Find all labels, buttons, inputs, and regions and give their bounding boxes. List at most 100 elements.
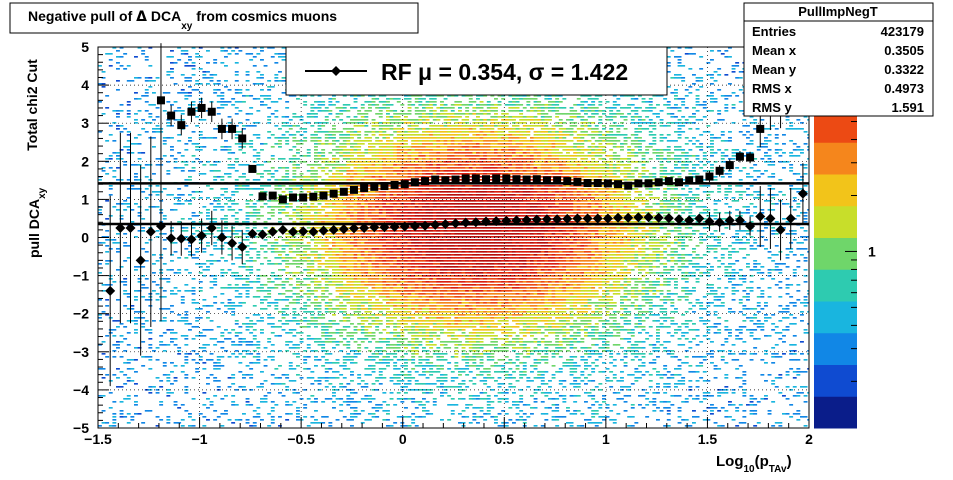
heatmap-cell xyxy=(335,419,340,421)
heatmap-cell xyxy=(303,221,308,223)
heatmap-cell xyxy=(422,155,426,157)
heatmap-cell xyxy=(389,218,394,220)
heatmap-cell xyxy=(400,167,405,169)
heatmap-cell xyxy=(342,167,347,169)
heatmap-cell xyxy=(278,179,282,181)
heatmap-cell xyxy=(357,146,362,148)
heatmap-cell xyxy=(382,206,387,208)
heatmap-cell xyxy=(119,410,124,412)
heatmap-cell xyxy=(371,269,376,271)
heatmap-cell xyxy=(389,215,394,217)
heatmap-cell xyxy=(418,215,423,217)
heatmap-cell xyxy=(360,341,365,343)
heatmap-cell xyxy=(378,305,383,307)
heatmap-cell xyxy=(238,209,243,211)
heatmap-cell xyxy=(324,251,329,253)
heatmap-cell xyxy=(342,158,347,160)
heatmap-cell xyxy=(314,350,318,352)
heatmap-cell xyxy=(252,149,257,151)
heatmap-cell xyxy=(382,167,387,169)
heatmap-cell xyxy=(231,311,236,313)
heatmap-cell xyxy=(191,89,196,91)
heatmap-cell xyxy=(418,317,423,319)
heatmap-cell xyxy=(422,308,426,310)
heatmap-cell xyxy=(263,365,268,367)
heatmap-cell xyxy=(270,155,275,157)
heatmap-cell xyxy=(386,215,390,217)
heatmap-cell xyxy=(170,71,174,73)
heatmap-cell xyxy=(342,197,347,199)
heatmap-cell xyxy=(321,293,326,295)
heatmap-cell xyxy=(404,254,408,256)
heatmap-cell xyxy=(353,308,358,310)
heatmap-cell xyxy=(281,176,286,178)
heatmap-cell xyxy=(195,89,200,91)
heatmap-cell xyxy=(382,131,387,133)
heatmap-cell xyxy=(400,359,405,361)
heatmap-cell xyxy=(364,254,369,256)
heatmap-cell xyxy=(382,410,387,412)
heatmap-cell xyxy=(116,326,120,328)
heatmap-cell xyxy=(332,125,336,127)
heatmap-cell xyxy=(339,305,344,307)
heatmap-cell xyxy=(339,218,344,220)
heatmap-cell xyxy=(396,122,401,124)
heatmap-cell xyxy=(324,284,329,286)
heatmap-cell xyxy=(249,323,254,325)
heatmap-cell xyxy=(281,293,286,295)
heatmap-cell xyxy=(270,407,275,409)
heatmap-cell xyxy=(371,215,376,217)
heatmap-cell xyxy=(155,377,160,379)
heatmap-cell xyxy=(371,335,376,337)
heatmap-cell xyxy=(306,344,311,346)
heatmap-cell xyxy=(400,122,405,124)
heatmap-cell xyxy=(123,398,128,400)
heatmap-cell xyxy=(346,158,351,160)
heatmap-cell xyxy=(350,137,354,139)
heatmap-cell xyxy=(202,392,207,394)
heatmap-cell xyxy=(209,287,214,289)
heatmap-cell xyxy=(195,158,200,160)
heatmap-cell xyxy=(389,179,394,181)
heatmap-cell xyxy=(173,344,178,346)
heatmap-cell xyxy=(278,137,282,139)
heatmap-cell xyxy=(252,350,257,352)
heatmap-cell xyxy=(184,353,189,355)
heatmap-cell xyxy=(389,143,394,145)
heatmap-cell xyxy=(123,68,128,70)
heatmap-cell xyxy=(288,251,293,253)
heatmap-cell xyxy=(339,221,344,223)
heatmap-cell xyxy=(411,323,416,325)
heatmap-cell xyxy=(314,143,318,145)
heatmap-cell xyxy=(386,338,390,340)
heatmap-cell xyxy=(357,218,362,220)
heatmap-cell xyxy=(378,263,383,265)
heatmap-cell xyxy=(389,176,394,178)
heatmap-cell xyxy=(422,107,426,109)
heatmap-cell xyxy=(357,173,362,175)
heatmap-cell xyxy=(382,134,387,136)
heatmap-cell xyxy=(166,281,171,283)
heatmap-cell xyxy=(353,329,358,331)
heatmap-cell xyxy=(378,374,383,376)
heatmap-cell xyxy=(198,83,203,85)
heatmap-cell xyxy=(206,230,210,232)
heatmap-cell xyxy=(425,152,430,154)
heatmap-cell xyxy=(393,191,398,193)
heatmap-cell xyxy=(346,239,351,241)
heatmap-cell xyxy=(321,296,326,298)
heatmap-cell xyxy=(238,176,243,178)
heatmap-cell xyxy=(184,62,189,64)
heatmap-cell xyxy=(407,236,412,238)
heatmap-cell xyxy=(195,362,200,364)
heatmap-cell xyxy=(364,317,369,319)
heatmap-cell xyxy=(317,254,322,256)
heatmap-cell xyxy=(400,263,405,265)
heatmap-cell xyxy=(335,197,340,199)
heatmap-cell xyxy=(263,239,268,241)
heatmap-cell xyxy=(148,338,153,340)
heatmap-cell xyxy=(328,398,333,400)
heatmap-cell xyxy=(418,95,423,97)
heatmap-cell xyxy=(339,119,344,121)
heatmap-cell xyxy=(404,251,408,253)
